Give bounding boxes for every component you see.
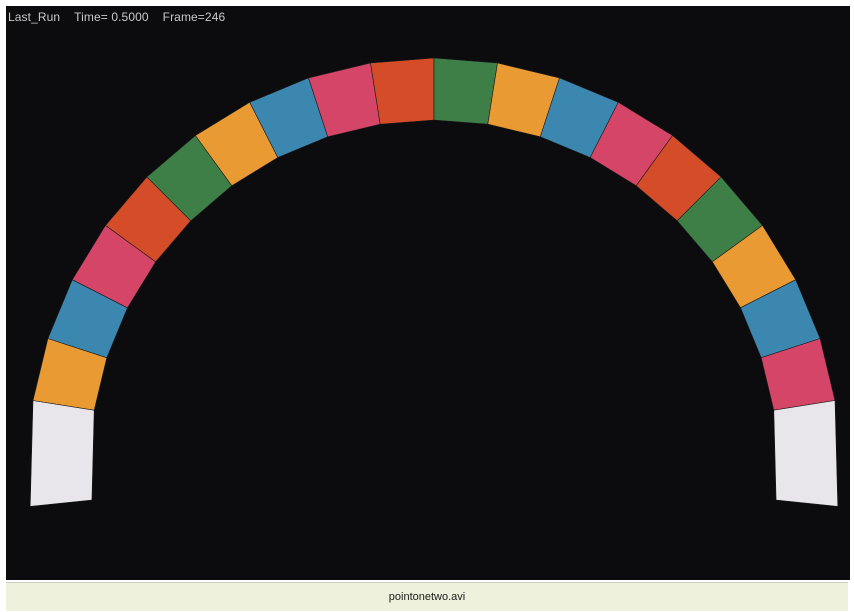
render-viewport: Last_Run Time= 0.5000 Frame=246 [6,6,850,580]
arch-scene [6,6,850,580]
arch-block [434,58,498,124]
frame-label: Frame=246 [163,10,226,24]
arch-block [371,58,435,124]
time-label: Time= 0.5000 [74,10,148,24]
simulation-overlay: Last_Run Time= 0.5000 Frame=246 [8,10,239,24]
arch-foot-block [30,401,94,507]
status-bar: pointonetwo.avi [6,582,848,611]
arch-foot-block [774,401,838,507]
run-name-label: Last_Run [8,10,60,24]
video-filename: pointonetwo.avi [389,591,465,603]
